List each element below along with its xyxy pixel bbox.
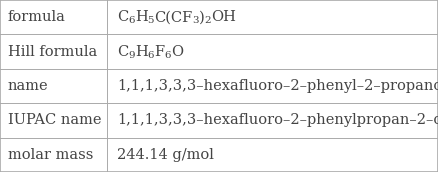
Text: 2: 2: [205, 16, 211, 25]
Text: H: H: [135, 10, 148, 24]
Text: 1,1,1,3,3,3–hexafluoro–2–phenyl–2–propanol: 1,1,1,3,3,3–hexafluoro–2–phenyl–2–propan…: [117, 79, 438, 93]
Text: 6: 6: [164, 51, 171, 60]
Text: H: H: [135, 45, 148, 59]
Text: C(CF: C(CF: [154, 10, 192, 24]
Text: formula: formula: [8, 10, 66, 24]
Text: 5: 5: [148, 16, 154, 25]
Text: name: name: [8, 79, 49, 93]
Text: ): ): [199, 10, 205, 24]
Text: Hill formula: Hill formula: [8, 45, 97, 59]
Text: C: C: [117, 45, 128, 59]
Text: molar mass: molar mass: [8, 148, 93, 162]
Text: 6: 6: [128, 16, 135, 25]
Text: 1,1,1,3,3,3–hexafluoro–2–phenylpropan–2–ol: 1,1,1,3,3,3–hexafluoro–2–phenylpropan–2–…: [117, 113, 438, 127]
Text: F: F: [154, 45, 164, 59]
Text: OH: OH: [211, 10, 236, 24]
Text: IUPAC name: IUPAC name: [8, 113, 102, 127]
Text: O: O: [171, 45, 183, 59]
Text: 244.14 g/mol: 244.14 g/mol: [117, 148, 214, 162]
Text: 6: 6: [148, 51, 154, 60]
Text: 9: 9: [128, 51, 135, 60]
Text: 3: 3: [192, 16, 199, 25]
Text: C: C: [117, 10, 128, 24]
